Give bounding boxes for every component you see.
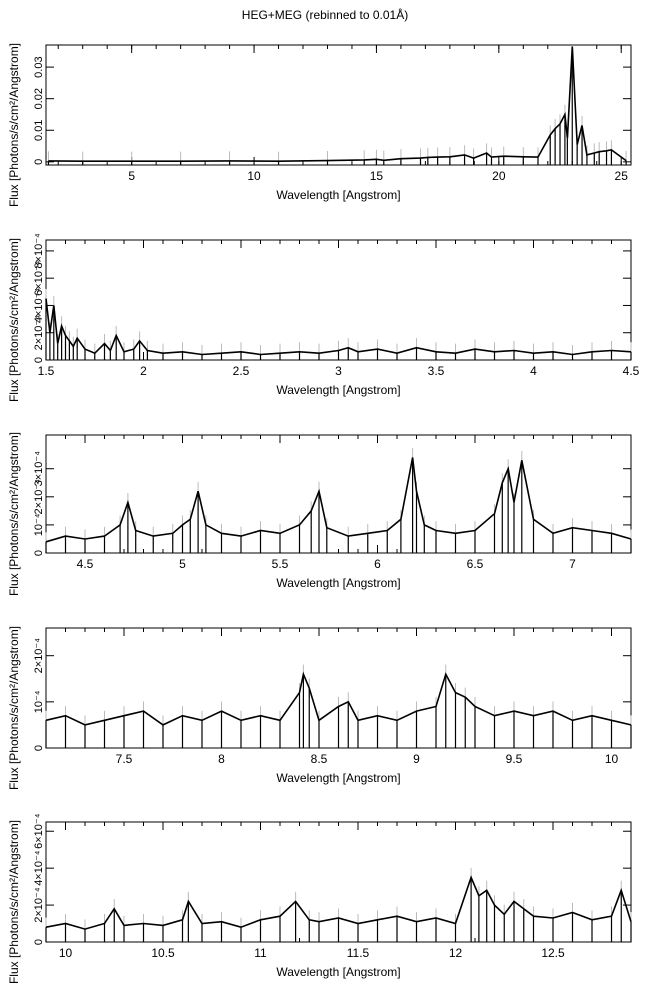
y-tick-label: 0 (33, 357, 45, 363)
x-axis-label: Wavelength [Angstrom] (276, 383, 400, 397)
y-tick-label: 0 (33, 159, 45, 165)
flux-series-line (45, 298, 632, 356)
x-tick-label: 11 (254, 946, 267, 960)
x-tick-label: 10 (605, 752, 619, 766)
x-tick-label: 3.5 (428, 364, 445, 378)
y-tick-label: 6×10⁻⁴ (33, 813, 45, 849)
y-tick-label: 2×10⁻⁴ (33, 887, 45, 923)
x-tick-label: 4 (530, 364, 537, 378)
y-tick-label: 10⁻⁴ (33, 690, 45, 713)
x-tick-label: 12 (449, 946, 463, 960)
y-tick-label: 0 (33, 745, 45, 751)
flux-series-line (45, 457, 632, 543)
x-tick-label: 3 (335, 364, 342, 378)
x-tick-label: 4.5 (623, 364, 640, 378)
y-tick-label: 3×10⁻⁴ (33, 451, 45, 487)
y-axis-label: Flux [Photons/s/cm²/Angstrom] (7, 626, 21, 790)
y-tick-label: 8×10⁻⁴ (33, 233, 45, 269)
y-tick-label: 2×10⁻⁴ (33, 315, 45, 351)
flux-series-line (48, 46, 627, 163)
x-tick-label: 7.5 (116, 752, 133, 766)
chart-panel-5: 10 10.5 11 11.5 12 12.5 0 2×10⁻⁴4×10⁻⁴6×10⁻⁴ Wav… (7, 813, 632, 984)
x-tick-label: 20 (492, 169, 506, 183)
x-tick-label: 1.5 (38, 364, 55, 378)
y-tick-label: 0 (33, 939, 45, 945)
x-tick-label: 10.5 (151, 946, 175, 960)
chart-panel-2: 1.5 2 2.5 3 3.5 4 4.5 0 2×10⁻⁴4×10⁻⁴6×10⁻⁴8×10⁻⁴… (7, 233, 640, 402)
x-tick-label: 6.5 (467, 557, 484, 571)
x-axis-label: Wavelength [Angstrom] (276, 576, 400, 590)
flux-series-line (45, 875, 632, 930)
y-tick-label: 10⁻⁴ (33, 513, 45, 536)
x-tick-label: 9 (413, 752, 420, 766)
flux-series-line (45, 671, 632, 726)
y-tick-label: 0.02 (33, 88, 45, 109)
x-tick-label: 8.5 (311, 752, 328, 766)
y-tick-label: 0.03 (33, 56, 45, 77)
y-axis-label: Flux [Photons/s/cm²/Angstrom] (7, 238, 21, 402)
x-tick-label: 2 (140, 364, 147, 378)
y-tick-label: 2×10⁻⁴ (33, 638, 45, 674)
x-tick-label: 4.5 (77, 557, 94, 571)
chart-panel-1: 5 10 15 20 25 0 0.01 0.02 0.03 Wavelength [Angstr… (7, 43, 632, 207)
x-tick-label: 6 (374, 557, 381, 571)
chart-panel-3: 4.5 5 5.5 6 6.5 7 0 10⁻⁴2×10⁻⁴3×10⁻⁴ Wavelength … (7, 432, 632, 596)
y-axis-label: Flux [Photons/s/cm²/Angstrom] (7, 820, 21, 984)
y-tick-label: 4×10⁻⁴ (33, 850, 45, 886)
y-tick-label: 0.01 (33, 120, 45, 141)
x-tick-label: 8 (218, 752, 225, 766)
y-axis-label: Flux [Photons/s/cm²/Angstrom] (7, 43, 21, 207)
y-axis-label: Flux [Photons/s/cm²/Angstrom] (7, 432, 21, 596)
x-tick-label: 9.5 (506, 752, 523, 766)
x-axis-label: Wavelength [Angstrom] (276, 188, 400, 202)
x-tick-label: 10 (59, 946, 73, 960)
plot-frame (45, 434, 632, 554)
x-tick-label: 2.5 (233, 364, 250, 378)
x-axis-label: Wavelength [Angstrom] (276, 771, 400, 785)
x-tick-label: 5 (179, 557, 186, 571)
x-tick-label: 5.5 (272, 557, 289, 571)
x-tick-label: 12.5 (541, 946, 565, 960)
figure-title: HEG+MEG (rebinned to 0.01Å) (241, 8, 409, 22)
x-tick-label: 10 (247, 169, 261, 183)
y-tick-label: 6×10⁻⁴ (33, 260, 45, 296)
y-tick-label: 4×10⁻⁴ (33, 288, 45, 324)
y-tick-label: 2×10⁻⁴ (33, 479, 45, 515)
y-tick-label: 0 (33, 550, 45, 556)
x-tick-label: 11.5 (347, 946, 370, 960)
x-tick-label: 15 (370, 169, 384, 183)
x-axis-label: Wavelength [Angstrom] (276, 965, 400, 979)
x-tick-label: 25 (615, 169, 629, 183)
plot-frame (45, 44, 632, 166)
chart-panel-4: 7.5 8 8.5 9 9.5 10 0 10⁻⁴ 2×10⁻⁴ Wavelength [Angs… (7, 626, 632, 790)
x-tick-label: 5 (128, 169, 135, 183)
x-tick-label: 7 (569, 557, 576, 571)
